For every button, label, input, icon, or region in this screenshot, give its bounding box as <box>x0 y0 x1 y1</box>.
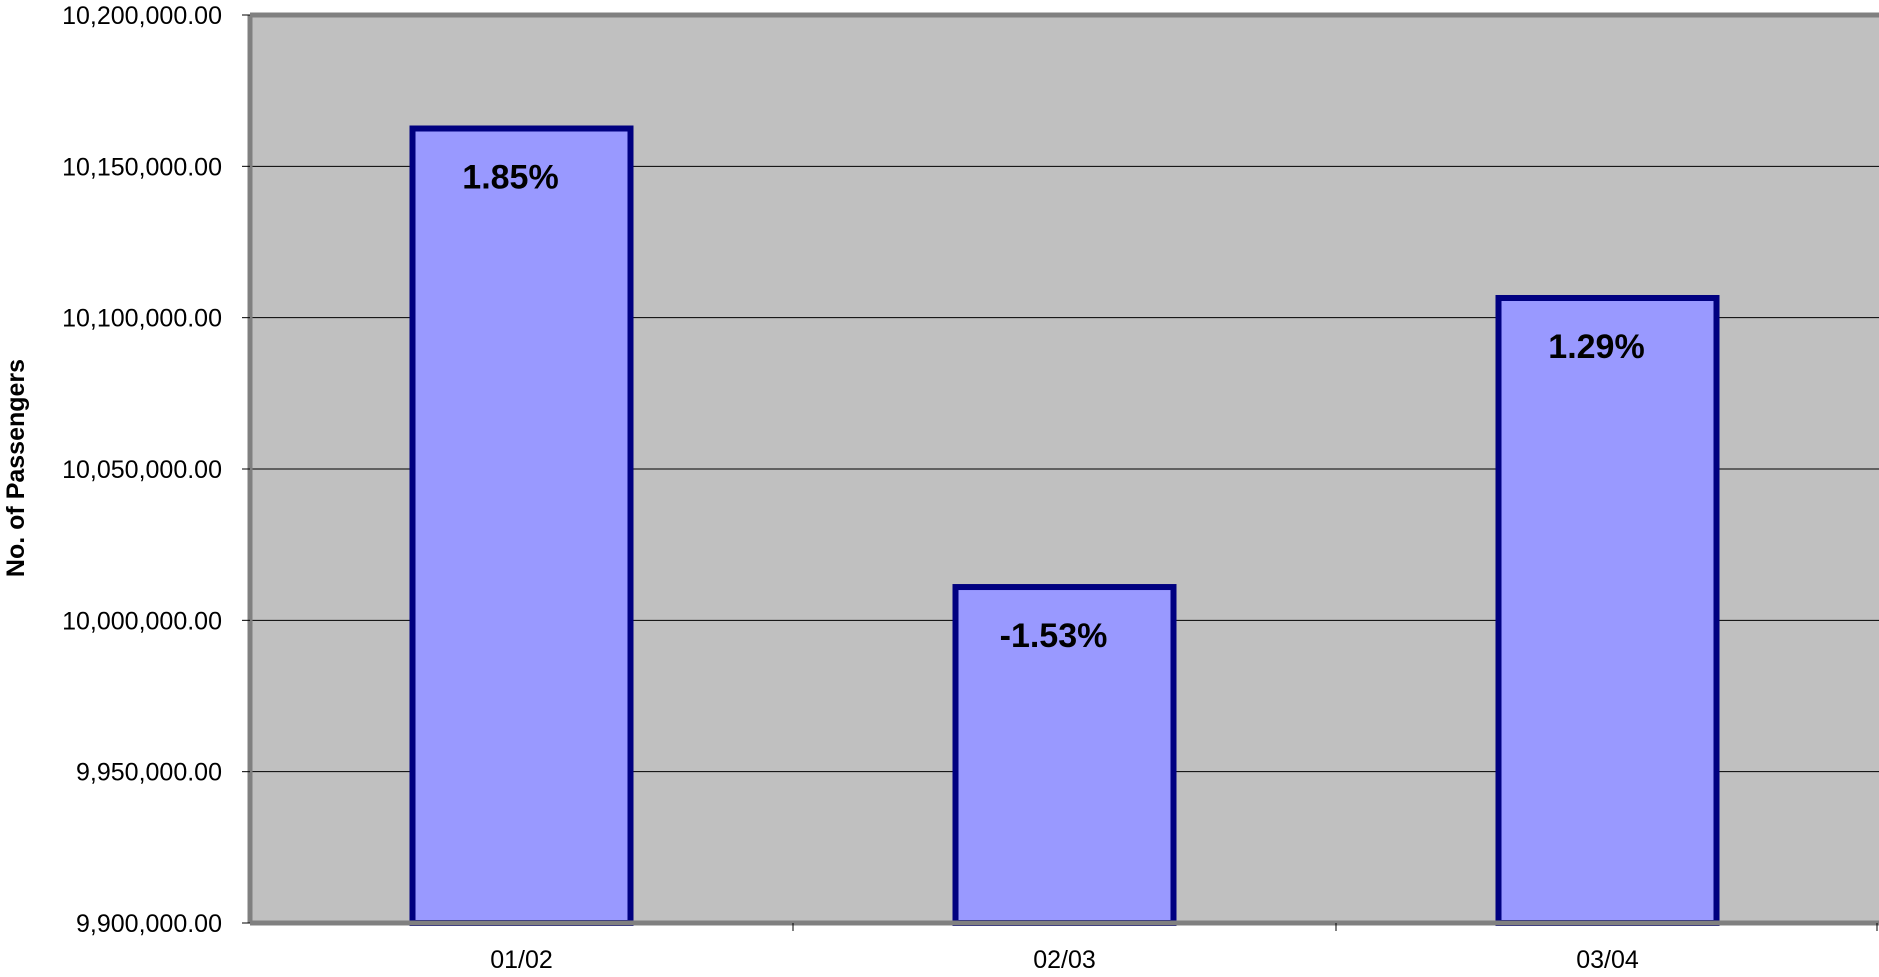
x-tick-label: 03/04 <box>1576 946 1639 974</box>
y-tick-labels: 9,900,000.00 9,950,000.00 10,000,000.00 10,… <box>62 2 222 938</box>
y-tick-label: 9,950,000.00 <box>76 759 222 787</box>
x-tick-label: 02/03 <box>1033 946 1096 974</box>
bar-03-04 <box>1495 294 1720 926</box>
bars <box>409 125 1720 926</box>
data-label: -1.53% <box>1000 617 1108 655</box>
data-label: 1.29% <box>1548 328 1644 366</box>
y-axis-label: No. of Passengers <box>2 359 30 577</box>
axes <box>242 12 1879 931</box>
y-tick-label: 10,100,000.00 <box>62 305 222 333</box>
x-tick-label: 01/02 <box>490 946 553 974</box>
y-tick-label: 10,150,000.00 <box>62 153 222 181</box>
y-tick-label: 10,050,000.00 <box>62 456 222 484</box>
data-labels: 1.85% -1.53% 1.29% <box>462 159 1644 656</box>
y-tick-label: 10,000,000.00 <box>62 607 222 635</box>
x-tick-labels: 01/02 02/03 03/04 <box>490 946 1639 974</box>
data-label: 1.85% <box>462 159 558 197</box>
bar-01-02 <box>409 125 634 926</box>
y-tick-label: 10,200,000.00 <box>62 2 222 30</box>
y-tick-label: 9,900,000.00 <box>76 910 222 938</box>
